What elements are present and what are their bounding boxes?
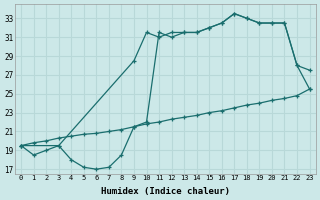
X-axis label: Humidex (Indice chaleur): Humidex (Indice chaleur) xyxy=(101,187,230,196)
